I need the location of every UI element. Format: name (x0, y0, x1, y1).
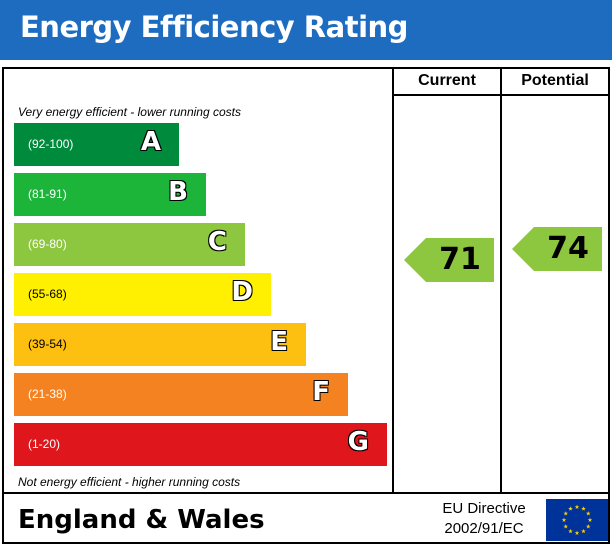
band-b: (81-91) B (14, 173, 206, 216)
eu-star-icon (581, 506, 586, 511)
directive-line-1: EU Directive (442, 500, 526, 517)
band-letter: D (231, 277, 253, 307)
potential-rating-marker: 74 (512, 227, 602, 271)
divider-potential (500, 69, 502, 494)
footer-divider (4, 492, 608, 494)
eu-star-icon (574, 504, 580, 509)
eu-star-icon (585, 511, 591, 516)
eu-star-icon (585, 524, 591, 529)
column-header-potential: Potential (521, 72, 589, 89)
band-range: (21-38) (28, 387, 67, 401)
page-title: Energy Efficiency Rating (20, 10, 408, 44)
directive-line-2: 2002/91/EC (444, 520, 524, 537)
band-letter: E (270, 327, 288, 357)
potential-rating-value: 74 (547, 231, 589, 266)
band-letter: F (312, 377, 330, 407)
rating-frame: Current Potential Very energy efficient … (2, 67, 610, 544)
band-c: (69-80) C (14, 223, 245, 266)
band-range: (55-68) (28, 287, 67, 301)
band-letter: A (140, 127, 161, 157)
band-f: (21-38) F (14, 373, 348, 416)
band-d: (55-68) D (14, 273, 271, 316)
band-letter: G (347, 427, 369, 457)
eu-star-icon (561, 517, 567, 522)
region-label: England & Wales (18, 505, 265, 535)
eu-star-icon (568, 506, 573, 511)
current-rating-marker: 71 (404, 238, 494, 282)
band-range: (1-20) (28, 437, 61, 451)
eu-star-icon (574, 530, 580, 535)
band-range: (69-80) (28, 237, 67, 251)
band-g: (1-20) G (14, 423, 387, 466)
caption-top: Very energy efficient - lower running co… (18, 105, 241, 119)
column-header-current: Current (418, 72, 476, 89)
eu-star-icon (587, 517, 593, 522)
band-range: (81-91) (28, 187, 67, 201)
current-rating-value: 71 (439, 242, 481, 277)
divider-current (392, 69, 394, 494)
band-letter: B (168, 177, 188, 207)
eu-star-icon (563, 511, 569, 516)
band-range: (92-100) (28, 137, 74, 151)
eu-star-icon (563, 524, 569, 529)
eu-star-icon (581, 528, 586, 534)
band-range: (39-54) (28, 337, 67, 351)
caption-bottom: Not energy efficient - higher running co… (18, 475, 241, 489)
eu-star-icon (568, 528, 573, 534)
eu-flag-icon (546, 499, 608, 541)
header-bar: Energy Efficiency Rating (0, 0, 612, 60)
band-letter: C (207, 227, 227, 257)
band-e: (39-54) E (14, 323, 306, 366)
column-header-divider (394, 94, 610, 96)
band-a: (92-100) A (14, 123, 179, 166)
